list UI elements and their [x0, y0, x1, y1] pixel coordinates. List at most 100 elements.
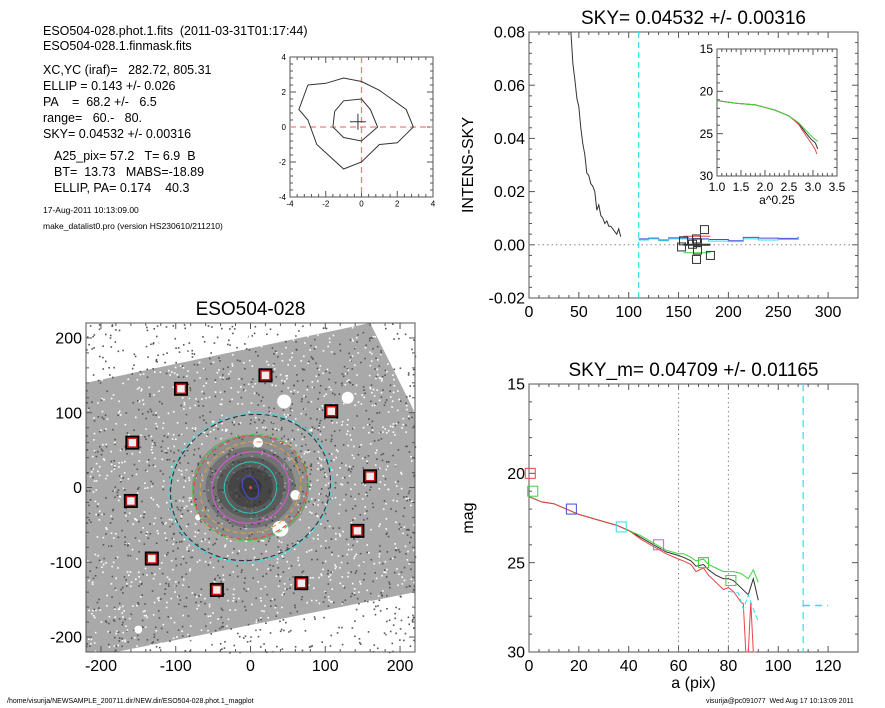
- noise-dot: [362, 482, 364, 485]
- noise-dot: [91, 401, 93, 403]
- noise-dot: [222, 625, 225, 628]
- noise-dot: [214, 629, 217, 632]
- noise-dot: [338, 533, 341, 535]
- noise-dot: [411, 500, 413, 503]
- noise-dot: [138, 460, 141, 462]
- noise-dot: [240, 378, 243, 380]
- noise-dot: [209, 529, 211, 531]
- noise-dot: [278, 550, 280, 553]
- noise-dot: [264, 426, 267, 429]
- noise-dot: [101, 416, 104, 419]
- noise-dot: [381, 562, 384, 565]
- noise-dot: [183, 486, 185, 488]
- noise-dot: [410, 604, 412, 607]
- noise-dot: [191, 349, 194, 352]
- noise-dot: [219, 470, 222, 473]
- noise-dot: [375, 357, 377, 360]
- noise-dot: [233, 421, 236, 423]
- noise-dot: [152, 498, 155, 501]
- noise-dot: [158, 599, 160, 602]
- noise-dot: [379, 523, 381, 525]
- noise-dot: [149, 338, 152, 341]
- noise-dot: [237, 575, 239, 578]
- noise-dot: [90, 343, 93, 346]
- noise-dot: [208, 541, 211, 544]
- noise-dot: [394, 424, 397, 427]
- noise-dot: [237, 632, 239, 635]
- noise-dot: [341, 626, 343, 629]
- noise-dot: [366, 510, 368, 512]
- noise-dot: [216, 644, 219, 647]
- noise-dot: [140, 515, 142, 517]
- noise-dot: [134, 518, 137, 521]
- noise-dot: [167, 341, 170, 344]
- noise-dot: [162, 523, 165, 525]
- noise-dot: [310, 463, 313, 466]
- noise-dot: [282, 571, 285, 573]
- noise-dot: [117, 412, 120, 414]
- noise-dot: [389, 630, 392, 633]
- noise-dot: [103, 557, 105, 560]
- noise-dot: [124, 541, 127, 543]
- noise-dot: [200, 629, 203, 631]
- noise-dot: [195, 398, 197, 400]
- noise-dot: [409, 645, 412, 648]
- noise-dot: [118, 640, 121, 642]
- noise-dot: [331, 588, 334, 590]
- noise-dot: [369, 592, 372, 595]
- noise-dot: [274, 471, 277, 474]
- noise-dot: [221, 522, 223, 525]
- noise-dot: [339, 567, 341, 569]
- noise-dot: [376, 647, 379, 650]
- noise-dot: [238, 635, 241, 638]
- noise-dot: [267, 454, 270, 457]
- noise-dot: [112, 509, 114, 512]
- noise-dot: [407, 374, 410, 376]
- noise-dot: [183, 476, 186, 479]
- noise-dot: [236, 346, 238, 349]
- image-ytick-label: 200: [55, 331, 82, 348]
- noise-dot: [237, 336, 239, 339]
- noise-dot: [374, 615, 377, 618]
- inset-ytick-label: 25: [700, 127, 714, 141]
- noise-dot: [212, 612, 214, 614]
- noise-dot: [343, 476, 346, 479]
- result-bt: BT= 13.73 MABS=-18.89: [54, 165, 205, 179]
- noise-dot: [410, 536, 412, 539]
- noise-dot: [373, 395, 376, 397]
- noise-dot: [274, 606, 277, 609]
- noise-dot: [220, 616, 223, 619]
- noise-dot: [195, 645, 198, 648]
- noise-dot: [216, 505, 219, 508]
- noise-dot: [370, 486, 372, 488]
- noise-dot: [165, 372, 168, 375]
- noise-dot: [123, 489, 126, 491]
- noise-dot: [125, 585, 128, 587]
- noise-dot: [401, 427, 403, 429]
- noise-dot: [119, 606, 121, 609]
- noise-dot: [183, 408, 185, 410]
- noise-dot: [262, 540, 265, 542]
- noise-dot: [414, 397, 417, 399]
- noise-dot: [121, 624, 124, 626]
- noise-dot: [387, 352, 389, 355]
- noise-dot: [250, 419, 252, 421]
- noise-dot: [387, 460, 390, 463]
- noise-dot: [385, 633, 387, 636]
- noise-dot: [393, 571, 396, 574]
- noise-dot: [413, 410, 416, 413]
- noise-dot: [327, 596, 330, 598]
- noise-dot: [354, 404, 356, 407]
- noise-dot: [192, 337, 195, 340]
- noise-dot: [122, 477, 125, 479]
- noise-dot: [244, 389, 247, 392]
- noise-dot: [135, 346, 137, 349]
- noise-dot: [137, 601, 139, 604]
- sky-ytick-label: 0.00: [494, 237, 525, 254]
- noise-dot: [146, 487, 149, 489]
- noise-dot: [317, 504, 319, 506]
- mag-marker: [565, 503, 577, 515]
- noise-dot: [318, 457, 321, 459]
- noise-dot: [222, 621, 224, 624]
- noise-dot: [293, 389, 296, 392]
